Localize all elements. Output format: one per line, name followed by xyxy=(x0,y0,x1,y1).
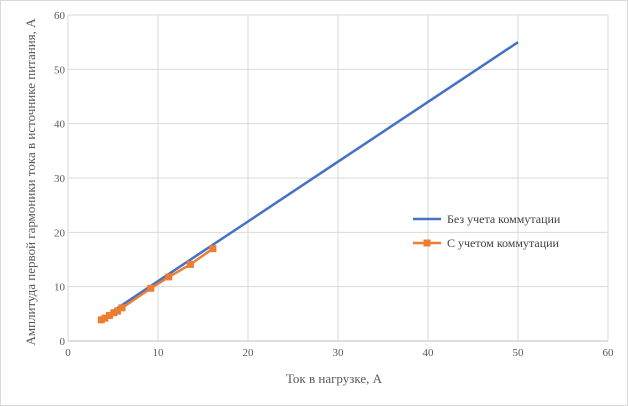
x-tick-label: 10 xyxy=(153,347,165,359)
x-tick-label: 60 xyxy=(603,347,615,359)
y-tick-label: 0 xyxy=(60,336,66,348)
y-tick-label: 50 xyxy=(54,64,66,76)
series-2-point xyxy=(105,311,113,319)
x-tick-label: 20 xyxy=(243,347,255,359)
y-tick-label: 10 xyxy=(54,282,66,294)
legend: Без учета коммутации С учетом коммутации xyxy=(413,212,561,250)
series-group xyxy=(97,41,519,324)
gridlines xyxy=(67,14,609,342)
legend-marker-2 xyxy=(423,239,431,247)
x-tick-label: 0 xyxy=(65,347,71,359)
y-tick-label: 60 xyxy=(54,10,66,22)
legend-label-2: С учетом коммутации xyxy=(447,236,560,250)
legend-label-1: Без учета коммутации xyxy=(447,212,561,226)
y-axis-title: Амплитуда первой гармоники тока в источн… xyxy=(23,18,38,346)
series-2-point xyxy=(101,314,109,322)
series-2-point xyxy=(97,316,105,324)
series-2-point xyxy=(110,309,118,317)
x-axis-title: Ток в нагрузке, А xyxy=(286,371,383,386)
series-2-point xyxy=(209,245,217,253)
y-tick-label: 20 xyxy=(54,227,66,239)
series-2-point xyxy=(147,284,155,292)
x-tick-label: 50 xyxy=(513,347,525,359)
series-2-point xyxy=(186,260,194,268)
y-tick-label: 40 xyxy=(54,119,66,131)
x-axis-ticks: 0 10 20 30 40 50 60 xyxy=(65,347,614,359)
series-2-point xyxy=(118,304,126,312)
x-tick-label: 30 xyxy=(333,347,345,359)
series-2-point xyxy=(114,307,121,315)
series-2-point xyxy=(165,273,173,281)
y-axis-ticks: 0 10 20 30 40 50 60 xyxy=(54,10,66,348)
series-line-1 xyxy=(101,41,519,320)
x-tick-label: 40 xyxy=(423,347,435,359)
y-tick-label: 30 xyxy=(54,173,66,185)
